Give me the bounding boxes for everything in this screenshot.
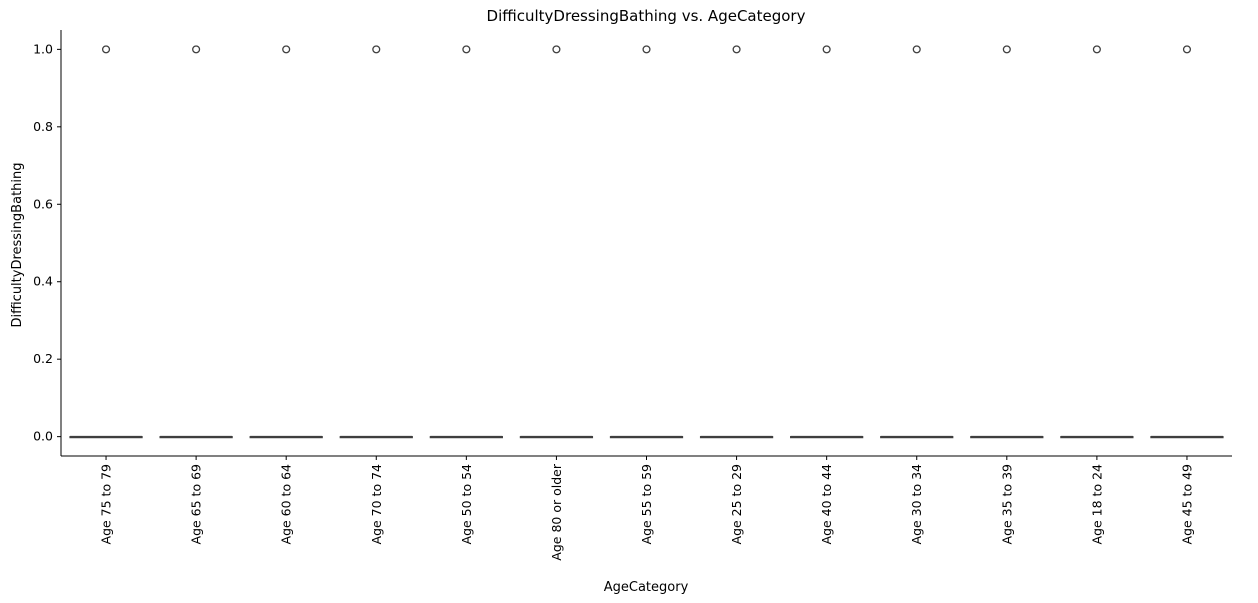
x-axis: Age 75 to 79 Age 65 to 69 Age 60 to 64 Age … [99, 456, 1194, 561]
x-tick-label: Age 30 to 34 [909, 464, 924, 545]
x-tick-label: Age 80 or older [549, 463, 564, 561]
x-tick-label: Age 18 to 24 [1089, 464, 1104, 545]
outlier-point [552, 45, 561, 54]
x-tick-label: Age 65 to 69 [189, 464, 204, 545]
outlier-point [822, 45, 831, 54]
outlier-point [1092, 45, 1101, 54]
outlier-point [192, 45, 201, 54]
y-tick-label: 0.8 [33, 119, 53, 134]
y-axis: 0.0 0.2 0.4 0.6 0.8 1.0 [33, 41, 61, 444]
plot-area [69, 45, 1224, 439]
y-tick-label: 1.0 [33, 41, 53, 56]
x-axis-label: AgeCategory [604, 580, 689, 595]
x-tick-label: Age 45 to 49 [1179, 464, 1194, 545]
y-tick-label: 0.0 [33, 429, 53, 444]
y-tick-label: 0.6 [33, 196, 53, 211]
chart-title: DifficultyDressingBathing vs. AgeCategor… [487, 7, 806, 25]
outlier-point [1002, 45, 1011, 54]
y-tick-label: 0.4 [33, 274, 53, 289]
x-tick-label: Age 70 to 74 [369, 464, 384, 545]
outlier-point [372, 45, 381, 54]
y-axis-label: DifficultyDressingBathing [10, 162, 25, 327]
x-tick-label: Age 25 to 29 [729, 464, 744, 545]
outlier-point [101, 45, 111, 54]
outlier-point [1182, 45, 1192, 54]
x-tick-label: Age 40 to 44 [819, 464, 834, 545]
x-tick-label: Age 50 to 54 [459, 464, 474, 545]
outlier-point [642, 45, 651, 54]
x-tick-label: Age 35 to 39 [999, 464, 1014, 545]
y-tick-label: 0.2 [33, 351, 53, 366]
x-tick-label: Age 75 to 79 [99, 464, 114, 545]
outlier-point [282, 45, 291, 54]
x-tick-label: Age 60 to 64 [279, 464, 294, 545]
outlier-point [912, 45, 921, 54]
outlier-point [462, 45, 471, 54]
x-tick-label: Age 55 to 59 [639, 464, 654, 545]
outlier-point [732, 45, 741, 54]
